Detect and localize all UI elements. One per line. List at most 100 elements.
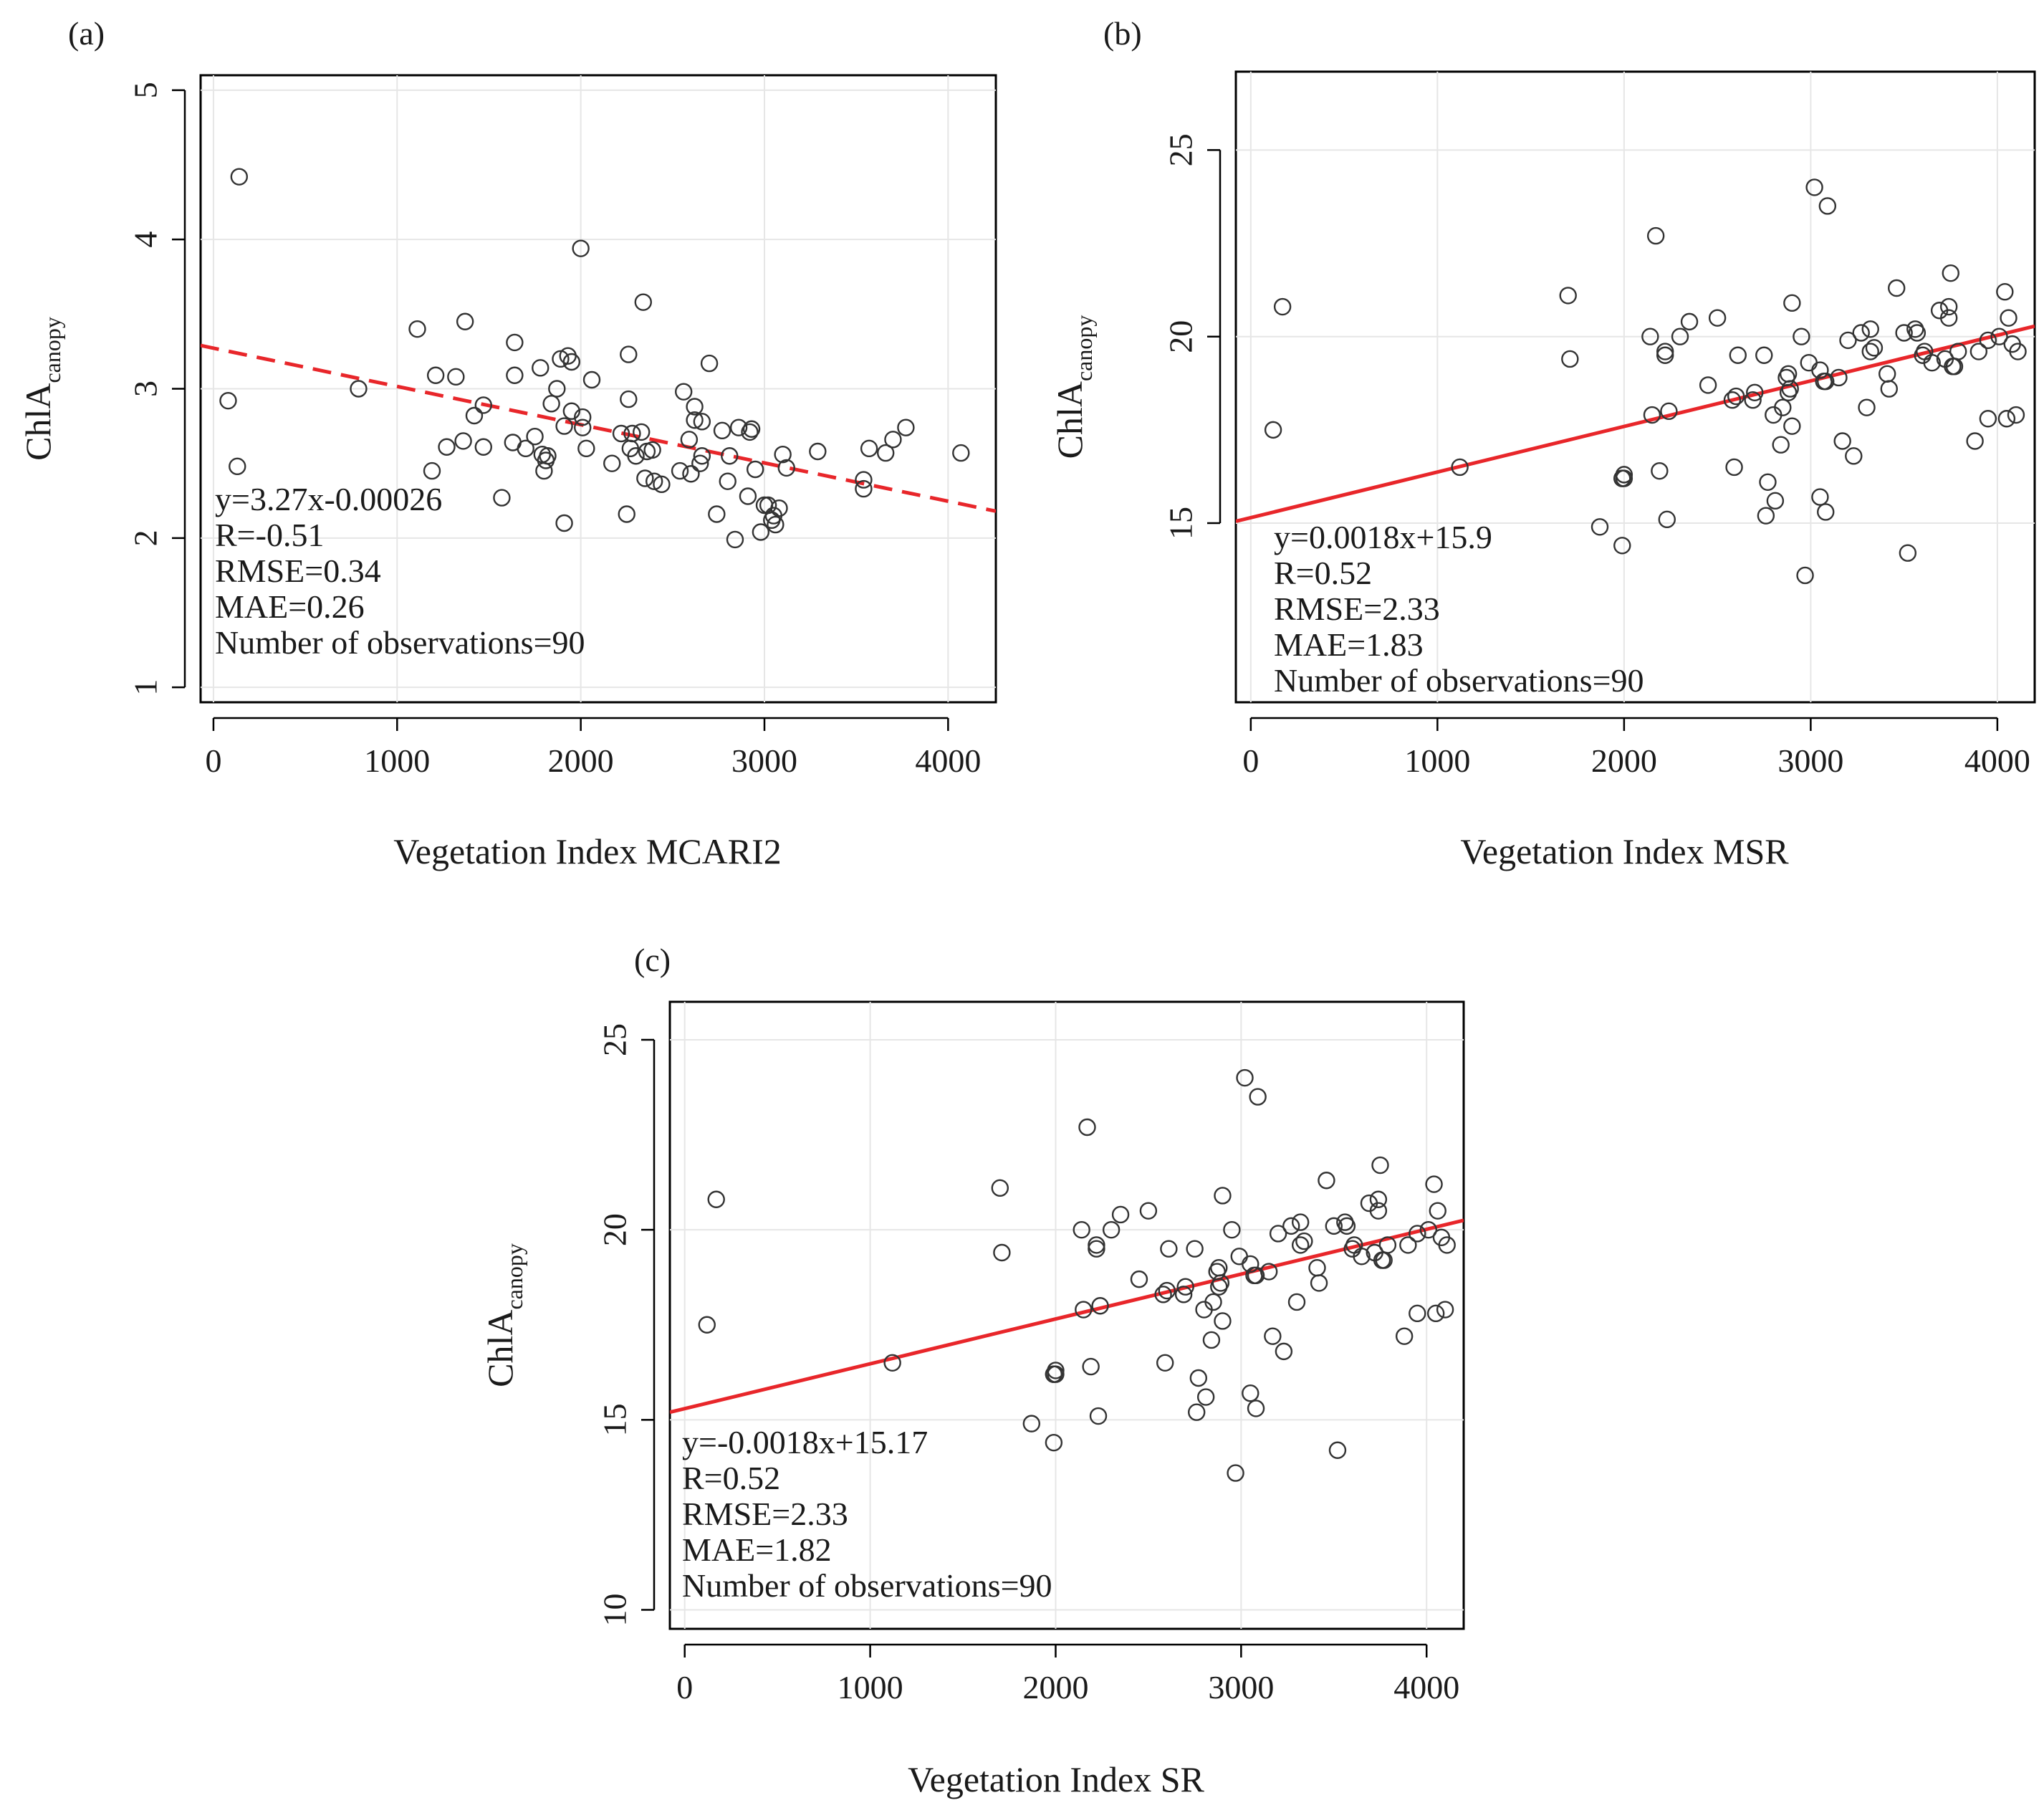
x-tick-label: 1000 xyxy=(838,1669,903,1706)
scatter-point xyxy=(574,418,592,436)
scatter-point xyxy=(1660,402,1678,421)
scatter-point xyxy=(1078,1118,1096,1137)
panel-a: 0 1000 2000 3000 4000 1 2 3 4 5 Vegetation Index M… xyxy=(18,15,997,871)
scatter-point xyxy=(219,391,237,410)
y-tick-label: 10 xyxy=(597,1593,633,1626)
scatter-point xyxy=(1399,1236,1417,1254)
scatter-point xyxy=(634,293,653,311)
scatter-point xyxy=(1723,391,1742,409)
scatter-point xyxy=(1861,343,1879,360)
scatter-point xyxy=(1979,331,1997,350)
scatter-point xyxy=(1160,1240,1178,1258)
scatter-point xyxy=(721,447,739,465)
scatter-point xyxy=(1425,1175,1443,1193)
scatter-point xyxy=(897,418,915,436)
stat-text: Number of observations=90 xyxy=(215,624,585,661)
scatter-point xyxy=(1111,1205,1130,1224)
scatter-point xyxy=(700,354,719,373)
scatter-point xyxy=(229,457,246,476)
scatter-point xyxy=(1996,283,2014,301)
scatter-point xyxy=(713,421,731,440)
scatter-point xyxy=(1643,406,1661,424)
scatter-point xyxy=(693,413,711,431)
scatter-point xyxy=(1793,327,1810,345)
scatter-point xyxy=(1966,432,1984,450)
scatter-point xyxy=(1908,324,1927,342)
stat-text: R=0.52 xyxy=(682,1460,780,1496)
scatter-point xyxy=(1047,1362,1065,1379)
y-axis-title-main: ChlA xyxy=(18,383,58,461)
y-tick-label: 20 xyxy=(1163,320,1199,353)
scatter-point xyxy=(2009,343,2027,360)
scatter-point xyxy=(746,460,764,479)
x-tick-label: 4000 xyxy=(1393,1669,1459,1706)
scatter-point xyxy=(1969,343,1988,360)
y-axis-title-subscript: canopy xyxy=(39,317,65,383)
panel-label: (a) xyxy=(68,15,105,52)
stat-text: y=-0.0018x+15.17 xyxy=(682,1424,928,1460)
scatter-point xyxy=(1242,1255,1259,1273)
scatter-point xyxy=(1195,1301,1213,1319)
scatter-point xyxy=(1436,1301,1454,1319)
scatter-point xyxy=(1214,1187,1232,1205)
scatter-point xyxy=(1318,1172,1335,1190)
scatter-point xyxy=(1671,327,1689,345)
scatter-point xyxy=(1130,1270,1148,1288)
x-tick-label: 1000 xyxy=(364,742,430,779)
scatter-point xyxy=(1282,1217,1300,1235)
x-tick-label: 2000 xyxy=(1591,742,1657,779)
scatter-point xyxy=(465,406,484,425)
scatter-point xyxy=(1817,503,1835,521)
scatter-point xyxy=(1817,372,1835,391)
scatter-point xyxy=(620,345,638,363)
scatter-point xyxy=(1451,458,1469,477)
scatter-point xyxy=(1158,1281,1176,1300)
scatter-point xyxy=(620,390,638,408)
scatter-point xyxy=(562,353,581,371)
y-tick-label: 15 xyxy=(1163,507,1199,540)
scatter-point xyxy=(809,442,827,461)
scatter-point xyxy=(1818,197,1837,215)
x-tick-label: 0 xyxy=(205,742,221,779)
scatter-point xyxy=(1942,264,1959,282)
scatter-point xyxy=(582,370,601,389)
scatter-point xyxy=(1830,368,1848,387)
scatter-point xyxy=(1196,1388,1215,1406)
scatter-point xyxy=(506,333,524,352)
y-tick-label: 1 xyxy=(128,679,164,696)
scatter-point xyxy=(770,499,788,517)
scatter-point xyxy=(1651,461,1669,480)
scatter-point xyxy=(752,523,770,541)
scatter-point xyxy=(1779,365,1798,383)
scatter-point xyxy=(1247,1266,1265,1285)
scatter-point xyxy=(1845,447,1863,465)
scatter-point xyxy=(1590,518,1609,536)
stat-text: MAE=1.82 xyxy=(682,1531,832,1568)
scatter-point xyxy=(726,530,744,549)
x-tick-label: 3000 xyxy=(1777,742,1843,779)
scatter-point xyxy=(1725,458,1743,477)
scatter-point xyxy=(1214,1312,1232,1330)
scatter-point xyxy=(577,439,595,458)
y-tick-label: 15 xyxy=(597,1403,633,1436)
scatter-points xyxy=(1264,178,2027,585)
scatter-point xyxy=(1839,331,1857,350)
y-axis-title-main: ChlA xyxy=(480,1310,520,1387)
scatter-point xyxy=(552,350,570,368)
y-tick-label: 25 xyxy=(597,1023,633,1056)
stat-text: MAE=0.26 xyxy=(215,588,365,625)
scatter-point xyxy=(1852,324,1870,342)
scatter-point xyxy=(643,441,661,459)
scatter-point xyxy=(1275,1342,1293,1361)
stat-text: R=-0.51 xyxy=(215,517,324,553)
scatter-point xyxy=(603,454,621,472)
regression-line xyxy=(1236,324,2035,523)
scatter-point xyxy=(2007,406,2025,424)
scatter-point xyxy=(693,447,711,465)
scatter-point xyxy=(742,420,761,438)
scatter-point xyxy=(1426,1304,1445,1323)
scatter-point xyxy=(1287,1293,1306,1311)
scatter-point xyxy=(719,472,736,490)
scatter-point xyxy=(562,402,581,420)
scatter-point xyxy=(1641,327,1659,345)
